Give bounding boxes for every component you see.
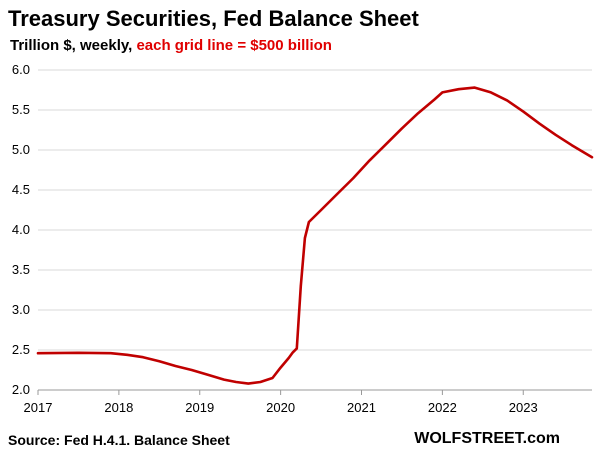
x-tick-label: 2019 bbox=[185, 400, 214, 415]
x-tick-label: 2020 bbox=[266, 400, 295, 415]
brand-label: WOLFSTREET.com bbox=[414, 430, 560, 447]
x-tick-label: 2023 bbox=[509, 400, 538, 415]
y-tick-label: 3.0 bbox=[12, 302, 30, 317]
x-tick-label: 2021 bbox=[347, 400, 376, 415]
chart-title: Treasury Securities, Fed Balance Sheet bbox=[8, 6, 419, 31]
y-tick-label: 4.0 bbox=[12, 222, 30, 237]
y-axis: 2.0 2.5 3.0 3.5 4.0 4.5 5.0 5.5 6.0 bbox=[12, 62, 30, 397]
x-tick-label: 2018 bbox=[104, 400, 133, 415]
y-tick-label: 3.5 bbox=[12, 262, 30, 277]
grid-lines bbox=[38, 69, 592, 391]
series-line-treasury-securities bbox=[36, 86, 594, 385]
y-tick-label: 2.0 bbox=[12, 382, 30, 397]
x-tick-label: 2017 bbox=[24, 400, 53, 415]
source-note: Source: Fed H.4.1. Balance Sheet bbox=[8, 432, 230, 448]
y-tick-label: 5.0 bbox=[12, 142, 30, 157]
x-axis: 2017 2018 2019 2020 2021 2022 2023 bbox=[24, 390, 538, 415]
subtitle-units: Trillion $, weekly, bbox=[10, 37, 137, 54]
subtitle-gridnote: each grid line = $500 billion bbox=[136, 37, 332, 54]
y-tick-label: 5.5 bbox=[12, 102, 30, 117]
y-tick-label: 2.5 bbox=[12, 342, 30, 357]
y-tick-label: 4.5 bbox=[12, 182, 30, 197]
y-tick-label: 6.0 bbox=[12, 62, 30, 77]
chart-subtitle: Trillion $, weekly, each grid line = $50… bbox=[10, 37, 332, 54]
x-tick-label: 2022 bbox=[428, 400, 457, 415]
series-layer bbox=[36, 86, 594, 385]
